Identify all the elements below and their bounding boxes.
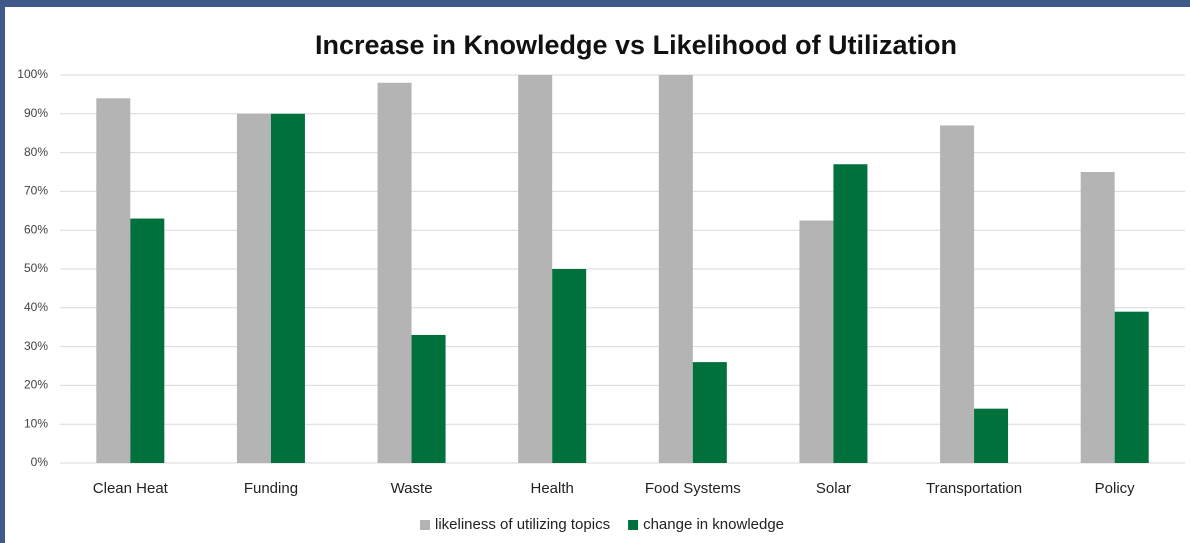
bar (799, 220, 834, 463)
y-tick-label: 60% (24, 222, 48, 236)
y-tick-label: 10% (24, 416, 48, 430)
x-tick-label: Transportation (926, 480, 1022, 497)
x-tick-label: Clean Heat (93, 480, 169, 497)
y-tick-label: 100% (17, 67, 48, 81)
bar (833, 164, 868, 464)
bar (270, 113, 305, 464)
y-tick-label: 20% (24, 378, 48, 392)
legend-label: likeliness of utilizing topics (435, 516, 610, 533)
x-tick-label: Policy (1095, 480, 1136, 497)
y-tick-label: 50% (24, 261, 48, 275)
legend-swatch (628, 520, 639, 530)
bar (411, 334, 446, 463)
bar (658, 75, 693, 463)
bar (130, 218, 165, 463)
bar (518, 75, 553, 463)
bar (236, 113, 271, 464)
x-tick-label: Waste (391, 480, 433, 497)
bar (96, 98, 131, 463)
y-tick-label: 80% (24, 145, 48, 159)
y-tick-label: 90% (24, 106, 48, 120)
y-tick-label: 40% (24, 300, 48, 314)
bar (692, 362, 727, 463)
y-tick-label: 70% (24, 184, 48, 198)
legend-label: change in knowledge (643, 516, 784, 533)
bar (552, 269, 587, 463)
chart-title: Increase in Knowledge vs Likelihood of U… (315, 30, 957, 60)
x-tick-label: Health (531, 480, 574, 497)
bar (940, 125, 975, 463)
bar (377, 82, 412, 463)
y-tick-label: 0% (31, 455, 49, 469)
y-tick-label: 30% (24, 339, 48, 353)
x-tick-label: Solar (816, 480, 851, 497)
bar (974, 408, 1009, 463)
x-tick-label: Funding (244, 480, 298, 497)
legend-swatch (420, 520, 430, 530)
bar (1114, 311, 1149, 463)
bar (1080, 172, 1115, 463)
x-tick-label: Food Systems (645, 480, 741, 497)
